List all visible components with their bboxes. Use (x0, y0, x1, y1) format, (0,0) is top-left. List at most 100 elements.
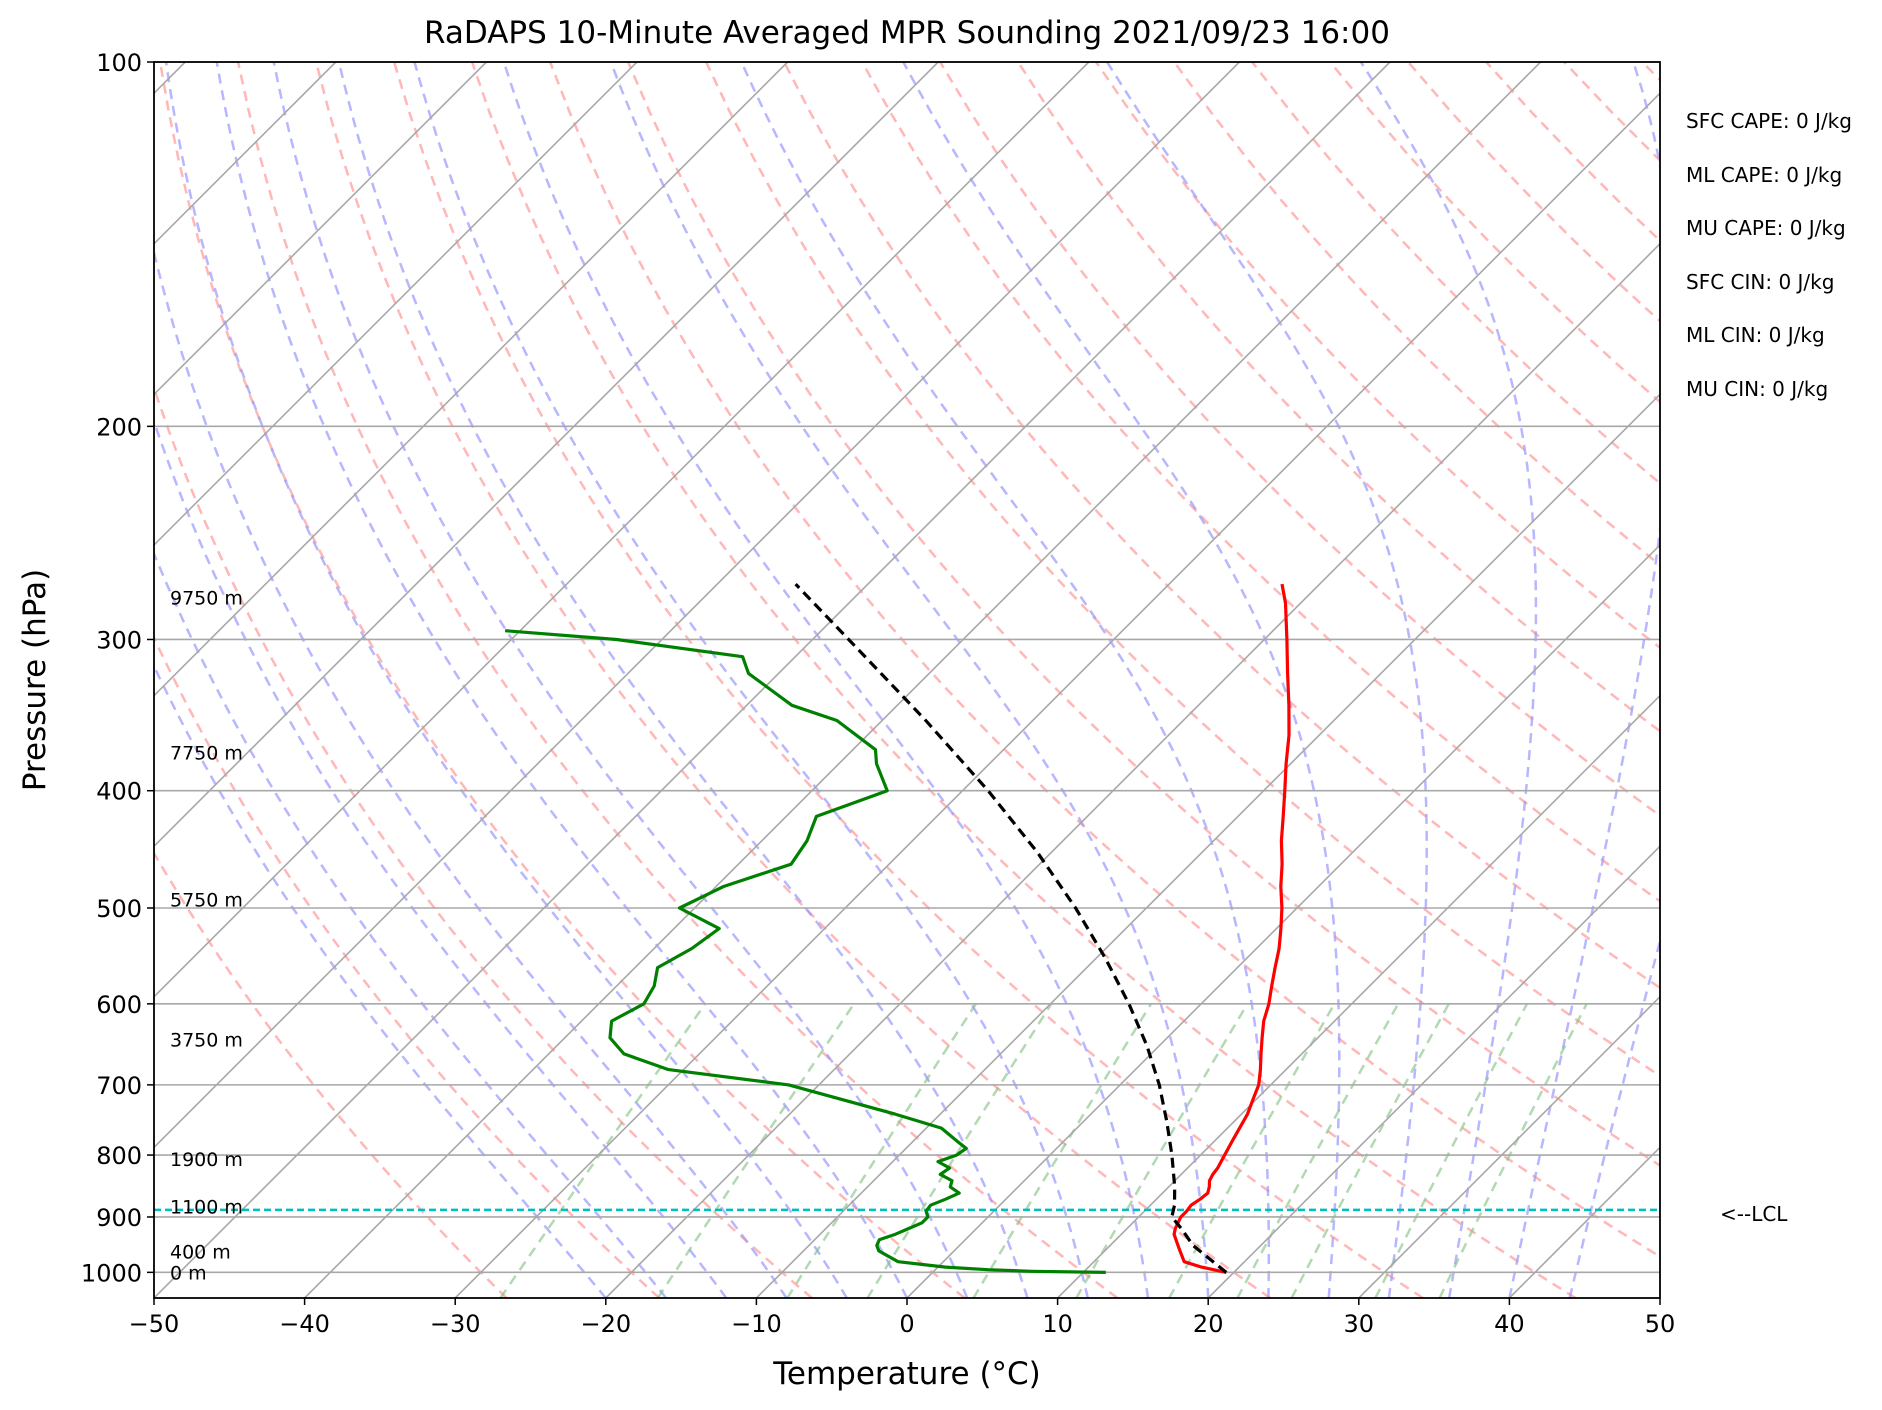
y-tick-label: 300 (96, 626, 142, 654)
y-tick-label: 600 (96, 991, 142, 1019)
mixing-ratio-line (1438, 1003, 1588, 1298)
moist-adiabat-line (502, 62, 1150, 1298)
dry-adiabat-line (782, 62, 1660, 990)
x-tick-label: 30 (1344, 1310, 1375, 1338)
isotherm-line (755, 393, 1660, 1298)
lcl-label: <--LCL (1720, 1202, 1788, 1226)
chart-title: RaDAPS 10-Minute Averaged MPR Sounding 2… (424, 15, 1390, 51)
mixing-ratio-lines (499, 1003, 1588, 1298)
temperature-profile (1172, 583, 1291, 1274)
height-label: 1900 m (170, 1149, 243, 1171)
dry-adiabat-line (1095, 62, 1660, 650)
x-axis: −50 −40 −30 −20 −10 0 10 20 30 40 50 (129, 1298, 1676, 1338)
isotherm-line (304, 62, 1542, 1298)
y-tick-label: 800 (96, 1142, 142, 1170)
height-label: 3750 m (170, 1029, 243, 1051)
dry-adiabat-line (548, 62, 1660, 1259)
moist-adiabat-line (215, 62, 909, 1298)
ml-cin-text: ML CIN: 0 J/kg (1686, 323, 1825, 347)
isotherm-line (154, 62, 487, 396)
x-tick-label: 50 (1645, 1310, 1676, 1338)
moist-adiabat-line (1568, 936, 1660, 1298)
x-axis-label: Temperature (°C) (772, 1356, 1041, 1392)
dry-adiabat-line (154, 850, 508, 1298)
y-tick-label: 900 (96, 1204, 142, 1232)
isotherm-line (906, 543, 1660, 1298)
isotherm-line (154, 62, 939, 848)
cape-cin-annotations: SFC CAPE: 0 J/kg ML CAPE: 0 J/kg MU CAPE… (1686, 109, 1852, 401)
isotherm-line (154, 62, 1240, 1149)
data-layer (154, 582, 1660, 1274)
mixing-ratio-line (866, 1003, 1053, 1298)
moist-adiabat-line (154, 550, 667, 1298)
mixing-ratio-line (1374, 1003, 1529, 1298)
moist-adiabat-line (740, 62, 1271, 1298)
x-tick-label: 10 (1042, 1310, 1073, 1338)
sfc-cape-text: SFC CAPE: 0 J/kg (1686, 109, 1852, 133)
y-axis-label: Pressure (hPa) (17, 569, 53, 791)
dry-adiabat-line (154, 383, 813, 1298)
moist-adiabat-line (1359, 62, 1538, 1298)
isobar-gridlines (154, 62, 1660, 1274)
height-label: 5750 m (170, 890, 243, 912)
parcel-profile (794, 582, 1228, 1274)
moist-adiabat-line (609, 62, 1210, 1298)
isotherm-line (154, 62, 638, 547)
height-label: 7750 m (170, 743, 243, 765)
moist-adiabat-line (154, 247, 788, 1298)
mixing-ratio-line (656, 1003, 856, 1298)
x-tick-label: 0 (899, 1310, 914, 1338)
height-label: 1100 m (170, 1196, 243, 1218)
isotherm-line (1057, 694, 1660, 1298)
height-label: 0 m (170, 1262, 207, 1284)
moist-adiabat-line (154, 663, 607, 1298)
isotherm-line (454, 92, 1660, 1298)
moist-adiabat-line (337, 62, 1029, 1298)
x-tick-label: −30 (430, 1310, 481, 1338)
isotherm-line (1207, 845, 1660, 1298)
moist-adiabat-line (1508, 62, 1660, 1298)
mixing-ratio-line (1168, 1003, 1336, 1298)
y-tick-label: 1000 (81, 1259, 142, 1287)
dewpoint-profile (504, 629, 1106, 1274)
moist-adiabat-line (154, 417, 728, 1298)
dry-adiabat-line (626, 62, 1660, 1167)
height-label: 400 m (170, 1241, 231, 1263)
dry-adiabat-line (470, 62, 1577, 1298)
x-tick-label: −50 (129, 1310, 180, 1338)
x-tick-label: 20 (1193, 1310, 1224, 1338)
isotherm-line (154, 62, 789, 697)
y-tick-label: 500 (96, 895, 142, 923)
moist-adiabat-line (413, 62, 1089, 1298)
mu-cin-text: MU CIN: 0 J/kg (1686, 377, 1828, 401)
x-tick-label: 40 (1494, 1310, 1525, 1338)
series-layer (504, 582, 1291, 1274)
x-tick-label: −20 (580, 1310, 631, 1338)
y-axis: 100 200 300 400 500 600 700 800 900 1000 (81, 49, 154, 1287)
dry-adiabat-line (939, 62, 1660, 818)
dry-adiabat-line (154, 634, 661, 1298)
isotherm-line (154, 62, 1090, 998)
x-tick-label: −10 (731, 1310, 782, 1338)
isotherm-line (154, 62, 1391, 1298)
mu-cape-text: MU CAPE: 0 J/kg (1686, 216, 1846, 240)
y-tick-label: 400 (96, 778, 142, 806)
sfc-cin-text: SFC CIN: 0 J/kg (1686, 270, 1834, 294)
y-tick-label: 100 (96, 49, 142, 77)
moist-adiabat-line (1106, 62, 1428, 1298)
ml-cape-text: ML CAPE: 0 J/kg (1686, 163, 1842, 187)
dry-adiabat-line (392, 62, 1424, 1298)
mixing-ratio-line (1236, 1003, 1400, 1298)
moist-adiabat-line (164, 62, 848, 1298)
height-label: 9750 m (170, 588, 243, 610)
x-tick-label: −40 (279, 1310, 330, 1338)
mixing-ratio-line (786, 1003, 977, 1298)
isotherm-line (1358, 995, 1660, 1298)
mixing-ratio-line (499, 1003, 707, 1298)
y-tick-label: 200 (96, 413, 142, 441)
dry-adiabat-line (236, 62, 1119, 1298)
y-tick-label: 700 (96, 1072, 142, 1100)
